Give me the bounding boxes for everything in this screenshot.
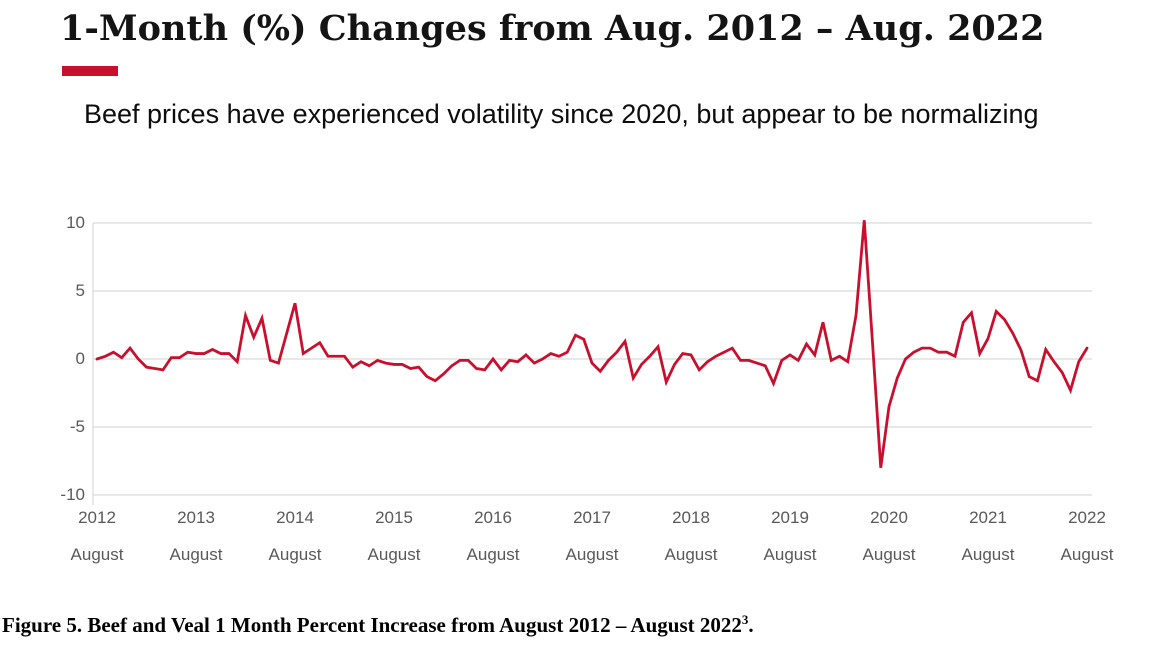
x-axis-month-label: August [565, 545, 619, 564]
x-axis-year-label: 2015 [375, 508, 413, 527]
x-axis-month-label: August [961, 545, 1015, 564]
x-axis-month-label: August [664, 545, 718, 564]
figure-caption: Figure 5. Beef and Veal 1 Month Percent … [2, 612, 1162, 638]
x-axis-month-label: August [862, 545, 916, 564]
x-axis-year-label: 2019 [771, 508, 809, 527]
x-axis-month-label: August [763, 545, 817, 564]
chart-title: 1-Month (%) Changes from Aug. 2012 – Aug… [60, 8, 1045, 49]
y-axis-tick-label: -5 [69, 417, 85, 436]
figure-caption-text: Figure 5. Beef and Veal 1 Month Percent … [2, 613, 742, 637]
x-axis-year-label: 2014 [276, 508, 314, 527]
x-axis-year-label: 2022 [1068, 508, 1106, 527]
x-axis-year-label: 2016 [474, 508, 512, 527]
x-axis-month-label: August [1060, 545, 1114, 564]
y-axis-tick-label: 0 [75, 349, 85, 368]
x-axis-month-label: August [70, 545, 124, 564]
x-axis-month-label: August [367, 545, 421, 564]
x-axis-year-label: 2021 [969, 508, 1007, 527]
x-axis-year-label: 2020 [870, 508, 908, 527]
y-axis-tick-label: 5 [75, 281, 85, 300]
data-line-beef-veal [95, 220, 1089, 468]
y-axis-tick-label: -10 [60, 485, 85, 504]
title-accent-bar [62, 66, 118, 76]
x-axis-year-label: 2012 [78, 508, 116, 527]
x-axis-month-label: August [169, 545, 223, 564]
x-axis-year-label: 2018 [672, 508, 710, 527]
y-axis-tick-label: 10 [66, 213, 85, 232]
footnote-marker: 3 [741, 612, 749, 627]
x-axis-month-label: August [466, 545, 520, 564]
beef-price-line-chart: 10 5 0 -5 -10 2012 August 2013 August 2014 August 2… [60, 213, 1114, 564]
figure-caption-period: . [748, 613, 754, 637]
x-axis-year-label: 2017 [573, 508, 611, 527]
chart-canvas [92, 220, 1092, 505]
chart-subtitle: Beef prices have experienced volatility … [84, 99, 1039, 129]
x-axis-month-label: August [268, 545, 322, 564]
x-axis-year-label: 2013 [177, 508, 215, 527]
